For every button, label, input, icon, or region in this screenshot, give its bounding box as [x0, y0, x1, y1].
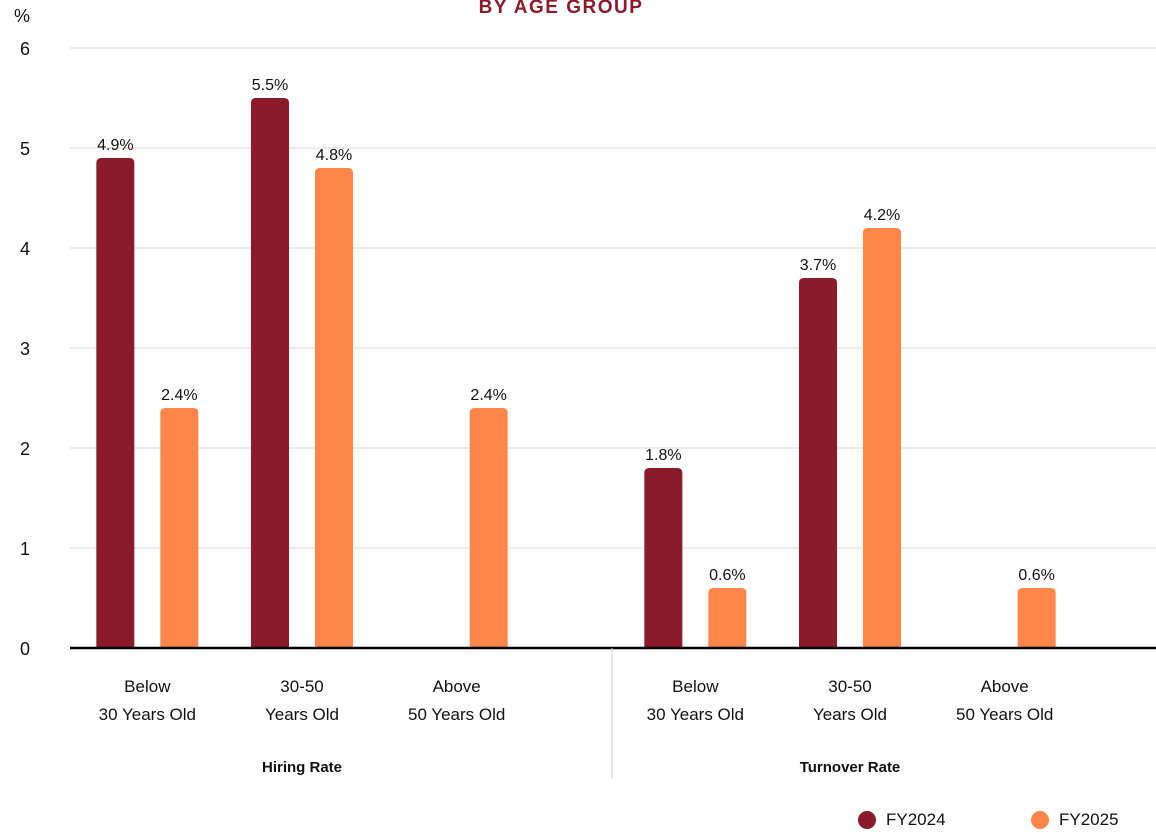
bar-fy2024	[644, 468, 683, 648]
y-tick-label: 2	[20, 439, 30, 459]
data-label: 4.8%	[316, 147, 352, 164]
data-label: 2.4%	[470, 387, 506, 404]
x-tick-label: Above	[433, 677, 481, 696]
bar-fy2024	[251, 98, 289, 648]
y-tick-label: 1	[20, 539, 30, 559]
y-tick-label: 4	[20, 239, 30, 259]
data-label: 4.2%	[864, 207, 900, 224]
legend-swatch-fy2025	[1031, 811, 1049, 829]
legend-fy2025: FY2025	[1031, 810, 1119, 830]
bar-fy2025	[315, 168, 353, 648]
bar-fy2025	[863, 228, 901, 648]
chart-title: BY AGE GROUP	[479, 0, 644, 18]
y-tick-label: 6	[20, 39, 30, 59]
data-label: 3.7%	[800, 257, 836, 274]
x-tick-label: 50 Years Old	[408, 705, 505, 724]
y-tick-label: 3	[20, 339, 30, 359]
x-tick-label: Below	[124, 677, 171, 696]
bar-fy2025	[708, 588, 747, 648]
data-label: 2.4%	[161, 387, 197, 404]
bar-fy2025	[469, 408, 508, 648]
x-tick-label: 30 Years Old	[647, 705, 744, 724]
x-tick-label: Years Old	[265, 705, 339, 724]
data-label: 5.5%	[252, 77, 288, 94]
x-tick-label: Years Old	[813, 705, 887, 724]
data-label: 0.6%	[709, 567, 745, 584]
bar-fy2025	[160, 408, 199, 648]
y-tick-label: 5	[20, 139, 30, 159]
bar-fy2025	[1017, 588, 1056, 648]
x-tick-label: 30-50	[280, 677, 323, 696]
bar-fy2024	[799, 278, 837, 648]
legend-label-fy2025: FY2025	[1059, 810, 1119, 829]
group-label: Turnover Rate	[800, 759, 901, 776]
legend-swatch-fy2024	[858, 811, 876, 829]
group-label: Hiring Rate	[262, 759, 342, 776]
x-tick-label: Below	[672, 677, 719, 696]
y-tick-label: 0	[20, 639, 30, 659]
y-axis-unit-label: %	[14, 6, 30, 26]
legend-fy2024: FY2024	[858, 810, 946, 830]
x-tick-label: 30-50	[828, 677, 871, 696]
x-tick-label: 30 Years Old	[99, 705, 196, 724]
data-label: 4.9%	[97, 137, 133, 154]
bar-fy2024	[96, 158, 135, 648]
data-label: 0.6%	[1018, 567, 1054, 584]
legend-label-fy2024: FY2024	[886, 810, 946, 829]
data-label: 1.8%	[645, 447, 681, 464]
x-tick-label: 50 Years Old	[956, 705, 1053, 724]
x-tick-label: Above	[981, 677, 1029, 696]
